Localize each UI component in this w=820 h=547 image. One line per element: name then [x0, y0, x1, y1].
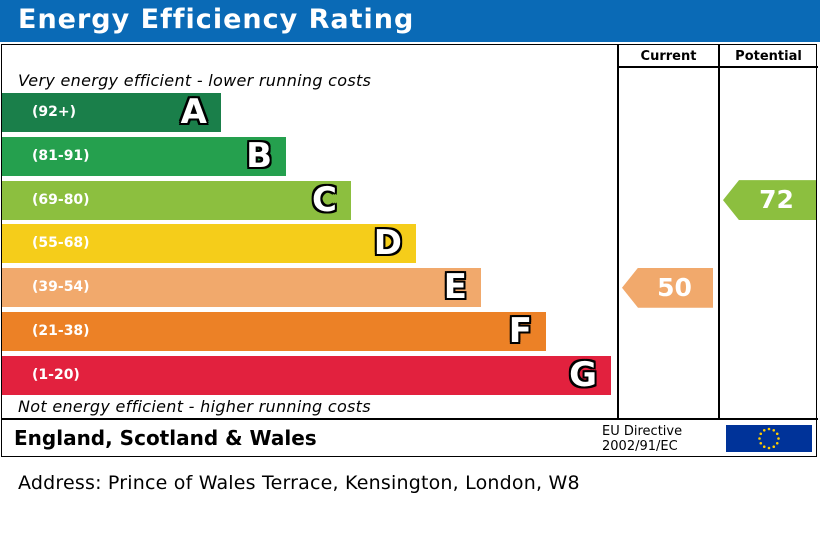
potential-rating-value: 72	[759, 185, 794, 215]
eu-star	[775, 441, 779, 445]
band-e: (39-54) E	[2, 267, 481, 308]
current-rating-value: 50	[657, 272, 692, 302]
band-range-label: (81-91)	[32, 147, 90, 164]
band-d: (55-68) D	[2, 223, 416, 264]
column-header-current: Current	[640, 49, 697, 64]
band-letter-label: F	[508, 311, 532, 351]
band-letter-label: B	[246, 135, 272, 176]
eu-star	[772, 445, 776, 449]
band-g: (1-20) G	[2, 354, 611, 395]
directive-line-1: EU Directive	[602, 424, 683, 439]
eu-star	[767, 446, 771, 450]
band-range-label: (21-38)	[32, 323, 90, 339]
chart-frame	[1, 44, 817, 457]
eu-star	[777, 437, 780, 440]
chart-title: Energy Efficiency Rating	[18, 4, 415, 35]
band-letter-label: A	[180, 92, 207, 132]
band-letter-label: D	[373, 223, 402, 264]
header-rule	[617, 66, 818, 68]
footer-rule	[1, 418, 818, 420]
band-range-label: (92+)	[32, 104, 77, 120]
band-letter-label: C	[312, 179, 337, 220]
band-letter-label: E	[443, 267, 467, 308]
address: Address: Prince of Wales Terrace, Kensin…	[18, 472, 580, 494]
eu-star	[762, 445, 766, 449]
divider-current	[617, 44, 619, 420]
caption-top: Very energy efficient - lower running co…	[18, 71, 372, 90]
eu-star	[759, 441, 763, 445]
band-range-label: (1-20)	[32, 366, 80, 383]
band-a: (92+) A	[2, 93, 221, 132]
band-c: (69-80) C	[2, 179, 351, 220]
caption-bottom: Not energy efficient - higher running co…	[18, 397, 371, 416]
eu-star	[772, 428, 776, 432]
band-f: (21-38) F	[2, 312, 546, 351]
band-range-label: (39-54)	[32, 279, 90, 296]
eu-star	[758, 437, 761, 440]
directive-line-2: 2002/91/EC	[602, 439, 678, 454]
eu-flag-icon	[726, 425, 812, 452]
eu-star	[775, 432, 779, 436]
column-header-potential: Potential	[735, 49, 802, 64]
band-b: (81-91) B	[2, 135, 286, 176]
band-letter-label: G	[569, 354, 597, 395]
current-rating-arrow: 50	[622, 267, 713, 308]
title-bar: Energy Efficiency Rating	[0, 0, 820, 42]
eu-star	[767, 427, 771, 431]
band-range-label: (69-80)	[32, 191, 90, 208]
region-label: England, Scotland & Wales	[14, 426, 317, 450]
band-range-label: (55-68)	[32, 235, 90, 252]
eu-star	[762, 428, 766, 432]
potential-rating-arrow: 72	[723, 180, 816, 221]
eu-star	[759, 432, 763, 436]
divider-potential	[718, 44, 720, 420]
eu-directive: EU Directive 2002/91/EC	[602, 424, 682, 454]
